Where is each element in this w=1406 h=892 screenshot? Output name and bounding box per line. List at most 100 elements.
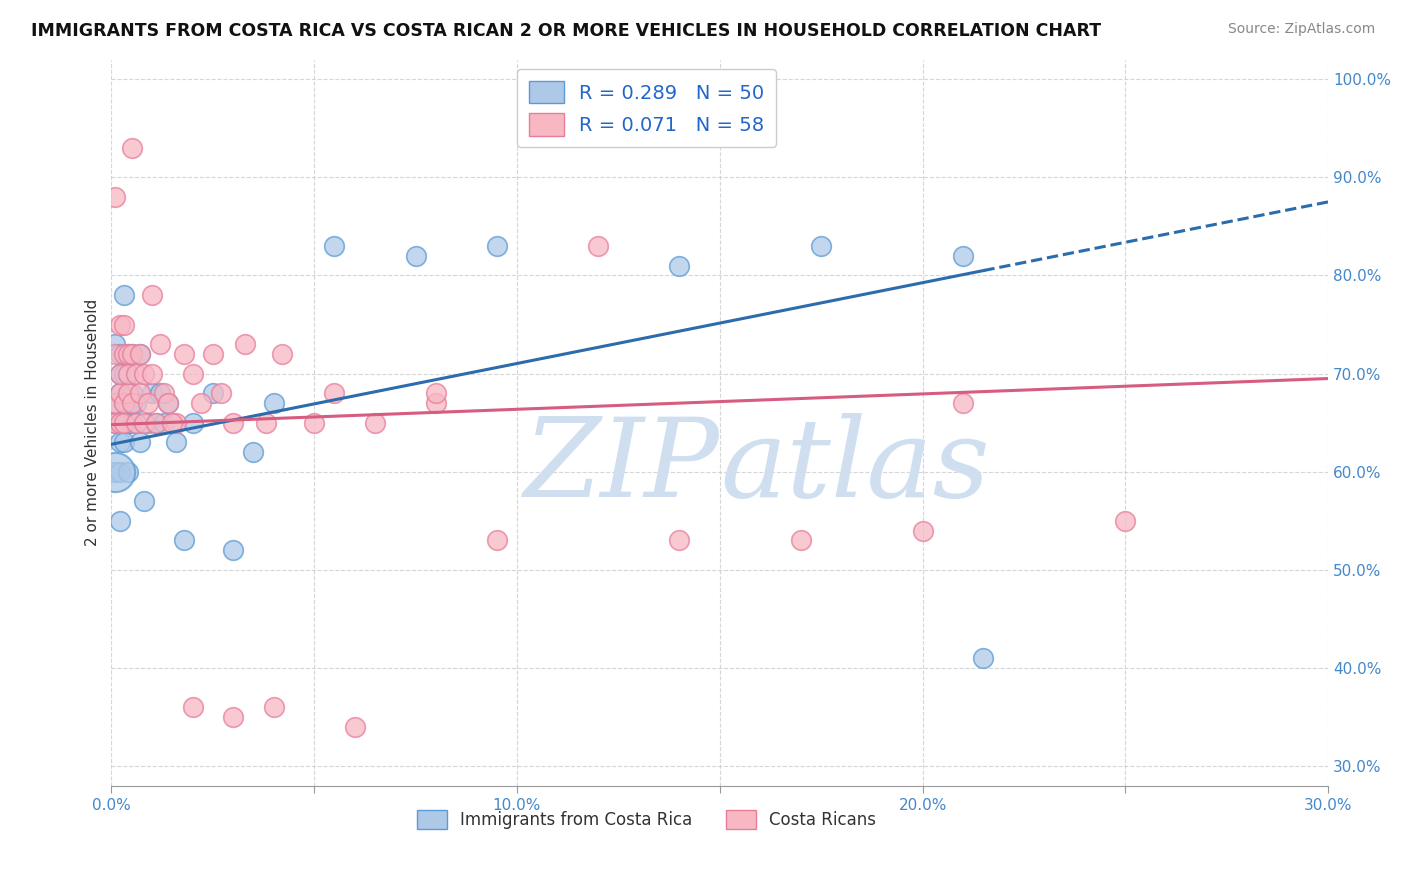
Point	[125, 367, 148, 381]
Point	[136, 396, 159, 410]
Point	[222, 416, 245, 430]
Point	[121, 347, 143, 361]
Point	[157, 396, 180, 410]
Point	[108, 416, 131, 430]
Point	[149, 337, 172, 351]
Point	[128, 347, 150, 361]
Point	[121, 396, 143, 410]
Point	[125, 396, 148, 410]
Point	[104, 465, 127, 479]
Point	[132, 494, 155, 508]
Point	[125, 416, 148, 430]
Point	[108, 416, 131, 430]
Point	[222, 543, 245, 558]
Point	[108, 318, 131, 332]
Point	[425, 396, 447, 410]
Point	[263, 700, 285, 714]
Point	[343, 720, 366, 734]
Point	[157, 396, 180, 410]
Point	[108, 367, 131, 381]
Point	[201, 386, 224, 401]
Y-axis label: 2 or more Vehicles in Household: 2 or more Vehicles in Household	[86, 299, 100, 546]
Text: Source: ZipAtlas.com: Source: ZipAtlas.com	[1227, 22, 1375, 37]
Point	[201, 347, 224, 361]
Point	[485, 239, 508, 253]
Point	[136, 416, 159, 430]
Text: IMMIGRANTS FROM COSTA RICA VS COSTA RICAN 2 OR MORE VEHICLES IN HOUSEHOLD CORREL: IMMIGRANTS FROM COSTA RICA VS COSTA RICA…	[31, 22, 1101, 40]
Point	[668, 533, 690, 548]
Point	[242, 445, 264, 459]
Point	[181, 416, 204, 430]
Point	[125, 416, 148, 430]
Point	[181, 700, 204, 714]
Point	[121, 386, 143, 401]
Point	[270, 347, 292, 361]
Point	[112, 367, 135, 381]
Point	[117, 386, 139, 401]
Point	[121, 141, 143, 155]
Point	[112, 288, 135, 302]
Point	[222, 710, 245, 724]
Point	[117, 367, 139, 381]
Point	[972, 651, 994, 665]
Point	[117, 347, 139, 361]
Point	[911, 524, 934, 538]
Point	[141, 386, 163, 401]
Point	[790, 533, 813, 548]
Point	[485, 533, 508, 548]
Point	[302, 416, 325, 430]
Point	[173, 347, 195, 361]
Point	[112, 416, 135, 430]
Point	[209, 386, 232, 401]
Point	[108, 386, 131, 401]
Point	[104, 416, 127, 430]
Point	[128, 347, 150, 361]
Point	[425, 386, 447, 401]
Point	[104, 465, 127, 479]
Point	[586, 239, 609, 253]
Point	[233, 337, 256, 351]
Point	[117, 347, 139, 361]
Point	[128, 386, 150, 401]
Point	[810, 239, 832, 253]
Point	[153, 386, 176, 401]
Point	[162, 416, 184, 430]
Point	[668, 259, 690, 273]
Point	[117, 367, 139, 381]
Point	[952, 249, 974, 263]
Point	[181, 367, 204, 381]
Point	[112, 396, 135, 410]
Point	[153, 416, 176, 430]
Point	[952, 396, 974, 410]
Point	[128, 435, 150, 450]
Point	[117, 396, 139, 410]
Point	[121, 416, 143, 430]
Point	[149, 386, 172, 401]
Point	[112, 347, 135, 361]
Point	[364, 416, 387, 430]
Point	[112, 435, 135, 450]
Point	[108, 435, 131, 450]
Point	[117, 416, 139, 430]
Point	[132, 367, 155, 381]
Point	[263, 396, 285, 410]
Point	[323, 386, 346, 401]
Point	[112, 318, 135, 332]
Point	[104, 347, 127, 361]
Point	[108, 347, 131, 361]
Point	[104, 396, 127, 410]
Point	[145, 416, 167, 430]
Point	[165, 435, 187, 450]
Point	[132, 416, 155, 430]
Text: atlas: atlas	[720, 412, 990, 520]
Point	[1114, 514, 1136, 528]
Legend: Immigrants from Costa Rica, Costa Ricans: Immigrants from Costa Rica, Costa Ricans	[411, 803, 883, 836]
Point	[108, 514, 131, 528]
Point	[104, 416, 127, 430]
Text: ZIP: ZIP	[524, 412, 720, 520]
Point	[117, 465, 139, 479]
Point	[173, 533, 195, 548]
Point	[141, 367, 163, 381]
Point	[104, 396, 127, 410]
Point	[112, 416, 135, 430]
